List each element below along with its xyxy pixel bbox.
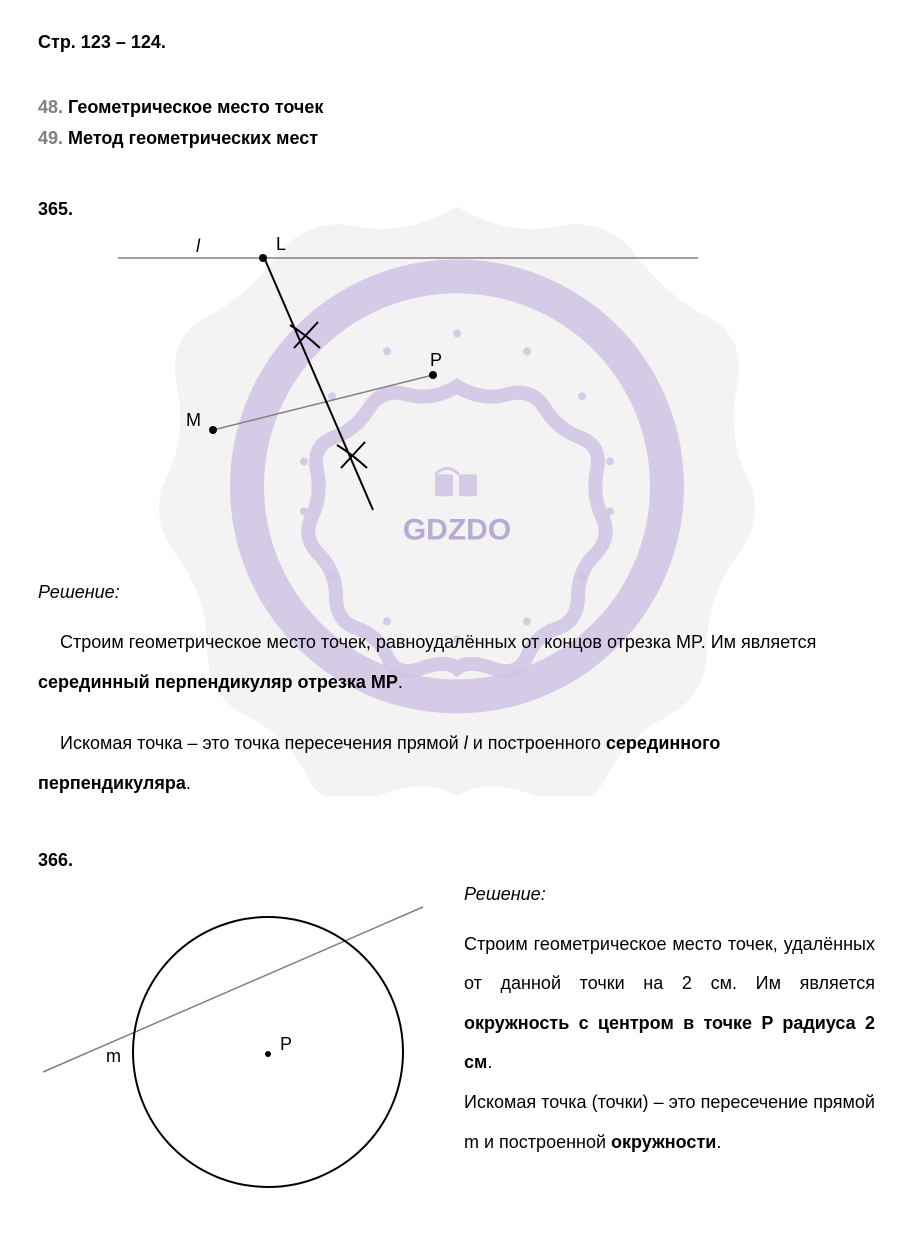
- text: Искомая точка – это точка пересечения пр…: [60, 733, 464, 753]
- solution-text-366: Решение: Строим геометрическое место точ…: [464, 882, 875, 1202]
- list-item: 49. Метод геометрических мест: [38, 126, 875, 151]
- text: .: [716, 1132, 721, 1152]
- diagram-366: m P: [38, 882, 438, 1202]
- page-reference: Стр. 123 – 124.: [38, 30, 875, 55]
- solution-label: Решение:: [464, 882, 875, 907]
- solution-paragraph: Искомая точка (точки) – это пересечение …: [464, 1083, 875, 1162]
- list-number: 48.: [38, 97, 63, 117]
- list-number: 49.: [38, 128, 63, 148]
- text: Строим геометрическое место точек, удалё…: [464, 934, 875, 994]
- svg-text:P: P: [430, 350, 442, 370]
- list-text: Метод геометрических мест: [68, 128, 318, 148]
- problem-number: 366.: [38, 848, 875, 873]
- solution-paragraph: Строим геометрическое место точек, равно…: [38, 623, 875, 702]
- bold-text: окружности: [611, 1132, 716, 1152]
- text: .: [487, 1052, 492, 1072]
- list-item: 48. Геометрическое место точек: [38, 95, 875, 120]
- diagram-365: l L M P: [98, 230, 718, 580]
- svg-text:l: l: [196, 236, 201, 256]
- text: .: [398, 672, 403, 692]
- list-text: Геометрическое место точек: [68, 97, 323, 117]
- svg-text:L: L: [276, 234, 286, 254]
- solution-label: Решение:: [38, 580, 875, 605]
- svg-text:m: m: [106, 1046, 121, 1066]
- solution-paragraph: Искомая точка – это точка пересечения пр…: [38, 724, 875, 803]
- solution-paragraph: Строим геометрическое место точек, удалё…: [464, 925, 875, 1083]
- problem-366-section: m P Решение: Строим геометрическое место…: [38, 882, 875, 1202]
- bold-text: серединный перпендикуляр отрезка MP: [38, 672, 398, 692]
- text: Строим геометрическое место точек, равно…: [60, 632, 816, 652]
- text: и построенного: [468, 733, 606, 753]
- text: .: [186, 773, 191, 793]
- problem-number: 365.: [38, 197, 875, 222]
- svg-text:M: M: [186, 410, 201, 430]
- svg-text:P: P: [280, 1034, 292, 1054]
- bold-text: окружность с центром в точке P радиуса 2…: [464, 1013, 875, 1073]
